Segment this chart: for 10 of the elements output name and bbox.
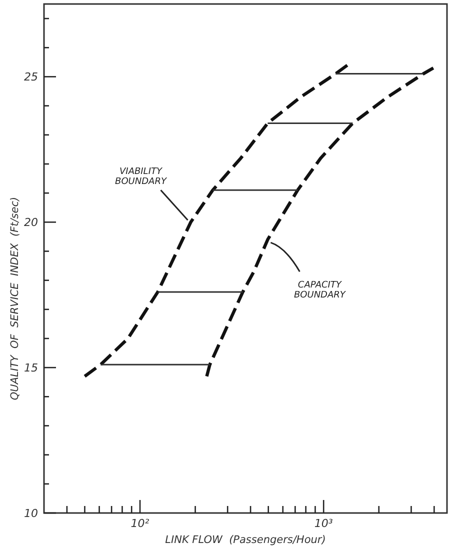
x-tick-label: 10³: [314, 517, 334, 530]
y-tick-label: 25: [24, 70, 38, 84]
y-axis-title: QUALITY OF SERVICE INDEX (Ft/sec): [9, 196, 21, 400]
y-tick-label: 15: [24, 362, 38, 375]
annotation: CAPACITY BOUNDARY: [294, 280, 347, 301]
annotation: VIABILITY BOUNDARY: [115, 167, 168, 188]
x-axis-title: LINK FLOW (Passengers/Hour): [165, 534, 326, 546]
y-tick-label: 10: [24, 507, 38, 520]
y-tick-label: 20: [24, 216, 38, 230]
x-tick-label: 10²: [130, 517, 150, 530]
